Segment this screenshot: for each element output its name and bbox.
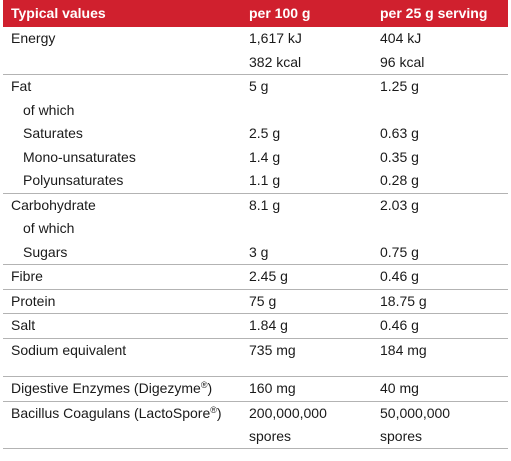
row-per25: 184 mg bbox=[380, 341, 427, 358]
nutrition-table: Typical values per 100 g per 25 g servin… bbox=[3, 0, 508, 449]
value-line-1: 50,000,000 bbox=[380, 404, 451, 421]
row-per100: 1.84 g bbox=[241, 313, 372, 339]
row-per25: 0.63 g bbox=[380, 125, 419, 141]
row-per25: 0.75 g bbox=[372, 240, 508, 265]
value-line-2: spores bbox=[380, 427, 423, 444]
row-per100: 2.45 g bbox=[241, 264, 372, 290]
table-row-protein: Protein 75 g 18.75 g bbox=[3, 289, 508, 314]
row-per100: 8.1 g bbox=[249, 196, 281, 213]
table-row-mono-unsaturates: Mono-unsaturates 1.4 g 0.35 g bbox=[3, 146, 508, 170]
table-row-energy: Energy 1,617 kJ 404 kJ bbox=[3, 27, 508, 51]
row-per100: 382 kcal bbox=[241, 50, 372, 75]
row-per100: 1.4 g bbox=[249, 148, 281, 165]
table-row-carb-of-which: of which bbox=[3, 217, 508, 241]
table-row-digestive-enzymes: Digestive Enzymes (Digezyme®) 160 mg 40 … bbox=[3, 376, 508, 402]
value-line-1: 200,000,000 bbox=[249, 404, 327, 421]
table-header-row: Typical values per 100 g per 25 g servin… bbox=[3, 0, 508, 27]
table-row-salt: Salt 1.84 g 0.46 g bbox=[3, 313, 508, 339]
row-label: Sugars bbox=[3, 240, 241, 265]
row-label: Bacillus Coagulans (LactoSpore®) bbox=[3, 401, 241, 449]
row-per100: 735 mg bbox=[249, 341, 296, 358]
header-per-serving: per 25 g serving bbox=[380, 5, 488, 21]
row-per100: 3 g bbox=[241, 240, 372, 265]
row-label bbox=[3, 50, 241, 75]
row-label: Salt bbox=[3, 313, 241, 339]
row-per100: 5 g bbox=[249, 78, 269, 94]
row-per25: 40 mg bbox=[372, 376, 508, 402]
table-row-sodium: Sodium equivalent 735 mg 184 mg bbox=[3, 338, 508, 362]
table-row-bacillus-coagulans: Bacillus Coagulans (LactoSpore®) 200,000… bbox=[3, 401, 508, 449]
registered-mark: ® bbox=[200, 380, 208, 390]
row-per100: 1,617 kJ bbox=[249, 30, 302, 46]
table-row-fat: Fat 5 g 1.25 g bbox=[3, 75, 508, 99]
table-row-fat-of-which: of which bbox=[3, 99, 508, 123]
table-row-energy-kcal: 382 kcal 96 kcal bbox=[3, 50, 508, 75]
row-per25: 96 kcal bbox=[372, 50, 508, 75]
row-label: Carbohydrate bbox=[11, 196, 96, 213]
row-per25: 2.03 g bbox=[380, 196, 419, 213]
table-row-saturates: Saturates 2.5 g 0.63 g bbox=[3, 122, 508, 146]
row-label: Saturates bbox=[23, 125, 83, 141]
value-line-2: spores bbox=[249, 427, 292, 444]
row-per25: 0.46 g bbox=[372, 264, 508, 290]
row-per100: 1.1 g bbox=[241, 169, 372, 194]
label-text: Bacillus Coagulans (LactoSpore bbox=[11, 404, 211, 421]
table-row-fibre: Fibre 2.45 g 0.46 g bbox=[3, 264, 508, 290]
row-label: of which bbox=[23, 220, 75, 236]
row-per25: 0.35 g bbox=[380, 148, 419, 165]
row-per100: 200,000,000 spores bbox=[241, 401, 372, 449]
nutrition-table-container: Typical values per 100 g per 25 g servin… bbox=[3, 0, 508, 449]
row-per25: 404 kJ bbox=[380, 30, 422, 46]
row-label: of which bbox=[23, 101, 75, 118]
table-row-carbohydrate: Carbohydrate 8.1 g 2.03 g bbox=[3, 193, 508, 217]
row-per25: 1.25 g bbox=[380, 78, 419, 94]
row-per25: 50,000,000 spores bbox=[372, 401, 508, 449]
row-per100: 160 mg bbox=[241, 376, 372, 402]
row-label: Fat bbox=[11, 78, 32, 94]
row-label: Sodium equivalent bbox=[11, 341, 127, 358]
header-per-100g: per 100 g bbox=[249, 5, 311, 21]
label-end: ) bbox=[216, 404, 222, 421]
row-per25: 18.75 g bbox=[372, 289, 508, 314]
row-per25: 0.28 g bbox=[372, 169, 508, 194]
table-row-polyunsaturates: Polyunsaturates 1.1 g 0.28 g bbox=[3, 169, 508, 194]
row-label: Energy bbox=[11, 30, 56, 46]
row-per100: 75 g bbox=[241, 289, 372, 314]
table-row-sugars: Sugars 3 g 0.75 g bbox=[3, 240, 508, 265]
row-label: Protein bbox=[3, 289, 241, 314]
label-text: Digestive Enzymes (Digezyme bbox=[11, 380, 201, 396]
row-per100: 2.5 g bbox=[249, 125, 281, 141]
registered-mark: ® bbox=[210, 404, 217, 415]
table-spacer-row bbox=[3, 362, 508, 377]
row-label: Fibre bbox=[3, 264, 241, 290]
row-label: Digestive Enzymes (Digezyme®) bbox=[3, 376, 241, 402]
row-label: Polyunsaturates bbox=[3, 169, 241, 194]
header-typical-values: Typical values bbox=[11, 5, 106, 21]
row-label: Mono-unsaturates bbox=[23, 148, 136, 165]
row-per25: 0.46 g bbox=[372, 313, 508, 339]
label-end: ) bbox=[207, 380, 213, 396]
